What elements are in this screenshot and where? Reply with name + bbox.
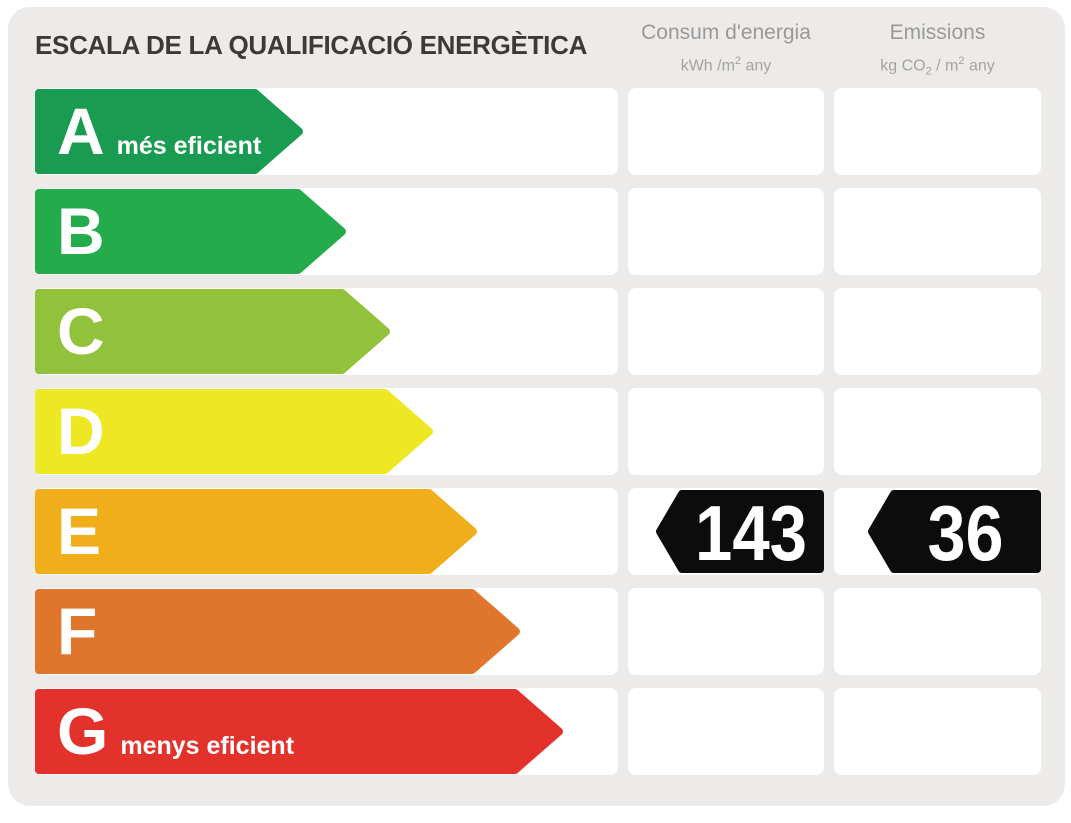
- consumption-cell: [628, 188, 824, 275]
- consumption-cell: [628, 388, 824, 475]
- rating-row-f: F: [0, 588, 1071, 675]
- rating-grade: D: [57, 394, 105, 468]
- rating-arrow: [35, 189, 346, 274]
- rating-grade: B: [57, 194, 105, 268]
- emissions-cell: [834, 88, 1041, 175]
- rating-grade: G: [57, 694, 109, 768]
- rating-arrow: [35, 589, 520, 674]
- rating-arrow: [35, 389, 433, 474]
- page-title: ESCALA DE LA QUALIFICACIÓ ENERGÈTICA: [35, 30, 588, 60]
- emissions-column-header: Emissions kg CO2 / m2 any: [834, 20, 1041, 83]
- consumption-column-unit: kWh /m2 any: [680, 55, 772, 75]
- rating-bar-text: D: [57, 389, 117, 474]
- rating-row-d: D: [0, 388, 1071, 475]
- rating-grade: F: [57, 594, 98, 668]
- consumption-cell: [628, 288, 824, 375]
- rating-row-c: C: [0, 288, 1071, 375]
- consumption-cell: [628, 688, 824, 775]
- rating-row-e: E 143 36: [0, 488, 1071, 575]
- emissions-column-title: Emissions: [889, 21, 986, 44]
- emissions-cell: [834, 188, 1041, 275]
- rating-grade: C: [57, 294, 105, 368]
- emissions-cell: [834, 388, 1041, 475]
- rating-grade: A: [57, 94, 105, 168]
- consumption-cell: [628, 588, 824, 675]
- rating-bar-text: B: [57, 189, 117, 274]
- rating-grade-label: més eficient: [116, 132, 262, 160]
- emissions-cell: [834, 588, 1041, 675]
- rating-arrow: [35, 689, 563, 774]
- rating-bar-text: C: [57, 289, 117, 374]
- emissions-value-tag-shape: [868, 490, 1041, 573]
- consumption-column-title: Consum d'energia: [641, 21, 811, 44]
- rating-arrow: [35, 289, 390, 374]
- consumption-column-header: Consum d'energia kWh /m2 any: [628, 20, 824, 77]
- rating-arrow: [35, 489, 477, 574]
- rating-bar-text: F: [57, 589, 109, 674]
- rating-grade-label: menys eficient: [120, 732, 295, 760]
- consumption-value-tag-shape: [656, 490, 824, 573]
- consumption-cell: [628, 88, 824, 175]
- rating-bar-text: E: [57, 489, 113, 574]
- emissions-value-tag-text: 36: [928, 490, 1004, 573]
- consumption-value-tag: 143: [656, 490, 824, 573]
- rating-arrow: [35, 89, 303, 174]
- emissions-value-tag: 36: [868, 490, 1041, 573]
- emissions-cell: [834, 288, 1041, 375]
- consumption-value-tag-text: 143: [695, 490, 807, 573]
- rating-row-b: B: [0, 188, 1071, 275]
- emissions-cell: [834, 688, 1041, 775]
- rating-grade: E: [57, 494, 102, 568]
- emissions-column-unit: kg CO2 / m2 any: [880, 55, 995, 78]
